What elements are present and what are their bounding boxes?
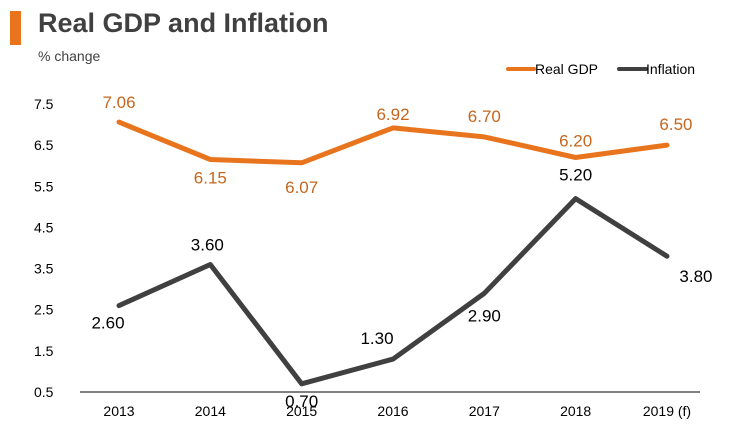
y-axis-ticks: 7.5 6.5 5.5 4.5 3.5 2.5 1.5 0.5 [34,96,54,400]
y-tick-label: 0.5 [34,384,54,400]
x-tick-label: 2017 [469,403,500,419]
x-tick-label: 2014 [195,403,226,419]
y-tick-label: 1.5 [34,343,54,359]
x-tick-label: 2019 (f) [643,403,691,419]
y-tick-label: 3.5 [34,261,54,277]
chart-title: Real GDP and Inflation [38,8,329,38]
inflation-series-line [116,196,670,387]
title-accent-bar [10,11,21,45]
gdp-series-line [116,119,670,166]
inflation-data-label: 3.80 [679,267,712,286]
gdp-data-label: 6.70 [468,107,501,126]
y-tick-label: 5.5 [34,178,54,194]
data-labels: 7.06 6.15 6.07 6.92 6.70 6.20 6.50 2.60 3.60 0.70… [91,93,712,411]
gdp-data-label: 6.92 [376,105,409,124]
y-tick-label: 7.5 [34,96,54,112]
chart-subtitle: % change [38,48,101,64]
y-tick-label: 2.5 [34,302,54,318]
inflation-data-label: 2.90 [468,306,501,325]
legend-gdp-label: Real GDP [535,61,598,77]
x-tick-label: 2015 [286,403,317,419]
y-tick-label: 4.5 [34,219,54,235]
x-tick-label: 2013 [103,403,134,419]
series-group [116,119,670,387]
gdp-data-label: 6.15 [194,169,227,188]
inflation-data-label: 0.70 [285,392,318,411]
gdp-data-label: 7.06 [102,93,135,112]
x-tick-label: 2018 [560,403,591,419]
inflation-data-label: 1.30 [360,329,393,348]
gdp-data-label: 6.20 [559,131,592,150]
inflation-data-label: 3.60 [191,235,224,254]
inflation-data-label: 5.20 [559,166,592,185]
x-axis-ticks: 2013 2014 2015 2016 2017 2018 2019 (f) [103,403,691,419]
gdp-data-label: 6.50 [659,115,692,134]
legend-inflation-label: Inflation [646,61,695,77]
x-tick-label: 2016 [377,403,408,419]
y-tick-label: 6.5 [34,137,54,153]
legend: Real GDP Inflation [506,61,695,77]
inflation-data-label: 2.60 [91,314,124,333]
gdp-data-label: 6.07 [285,178,318,197]
